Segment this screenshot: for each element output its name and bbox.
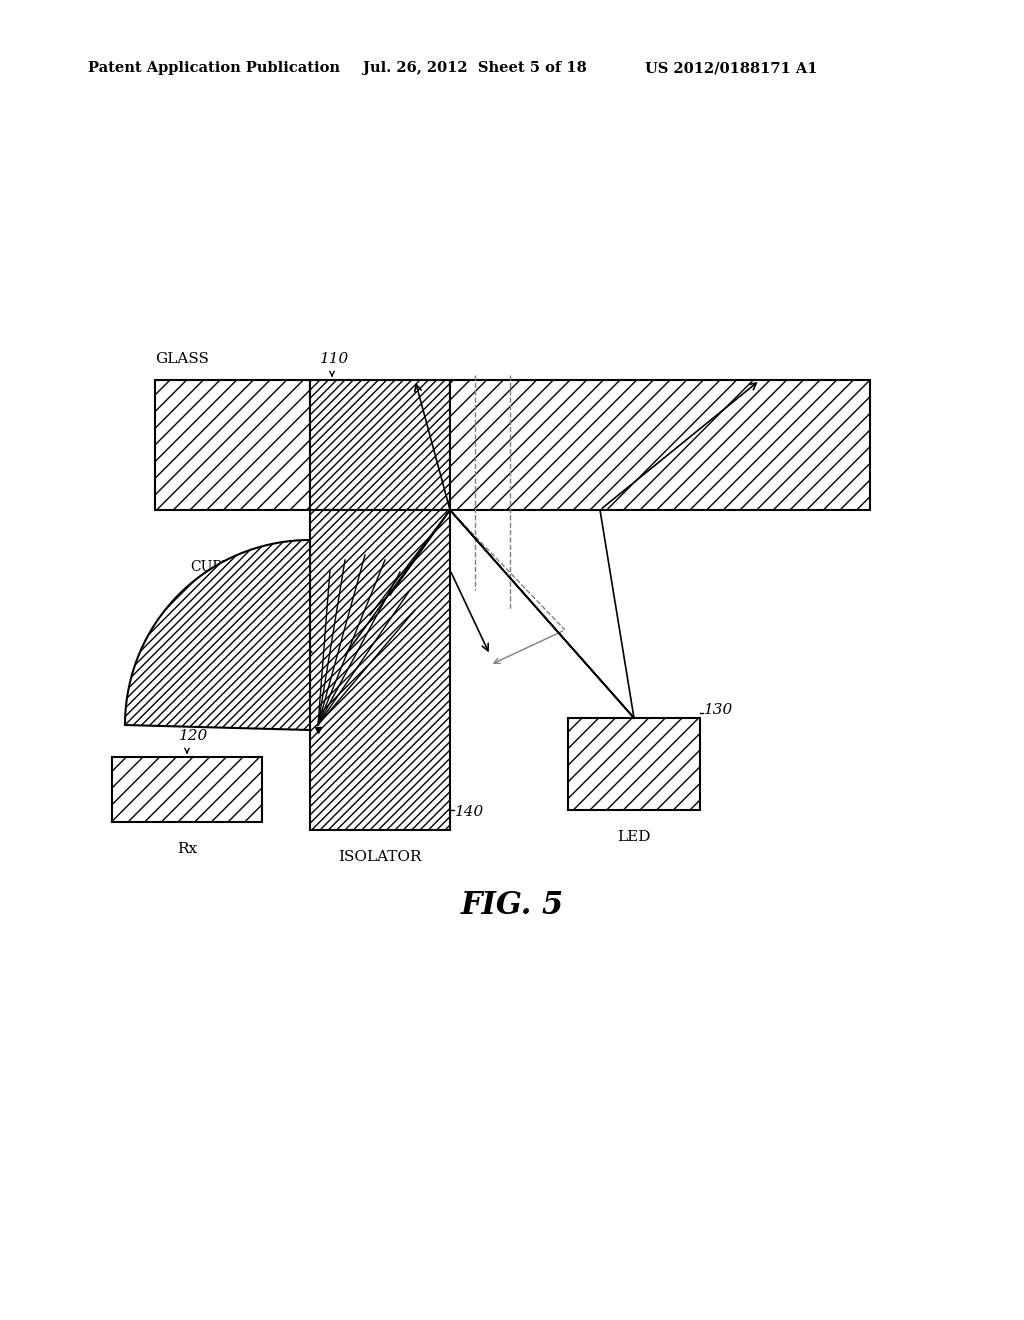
Text: GLASS: GLASS bbox=[155, 352, 209, 366]
Bar bbox=[310, 380, 450, 510]
Text: 140: 140 bbox=[455, 805, 484, 818]
Text: LED: LED bbox=[617, 830, 650, 843]
Text: Rx: Rx bbox=[177, 842, 197, 855]
Text: US 2012/0188171 A1: US 2012/0188171 A1 bbox=[645, 61, 817, 75]
Text: 150: 150 bbox=[262, 636, 291, 649]
Bar bbox=[112, 756, 262, 822]
Bar bbox=[568, 718, 700, 810]
Text: FIG. 5: FIG. 5 bbox=[461, 890, 563, 920]
Bar bbox=[310, 510, 450, 830]
Text: 130: 130 bbox=[705, 704, 733, 717]
Bar bbox=[450, 380, 870, 510]
Polygon shape bbox=[125, 540, 310, 730]
Text: ISOLATOR: ISOLATOR bbox=[338, 850, 422, 865]
Text: 120: 120 bbox=[179, 729, 208, 743]
Text: 110: 110 bbox=[319, 352, 349, 366]
Text: CURVED
GUIDE: CURVED GUIDE bbox=[190, 560, 254, 590]
Text: Patent Application Publication: Patent Application Publication bbox=[88, 61, 340, 75]
Bar bbox=[155, 380, 310, 510]
Text: Jul. 26, 2012  Sheet 5 of 18: Jul. 26, 2012 Sheet 5 of 18 bbox=[362, 61, 587, 75]
